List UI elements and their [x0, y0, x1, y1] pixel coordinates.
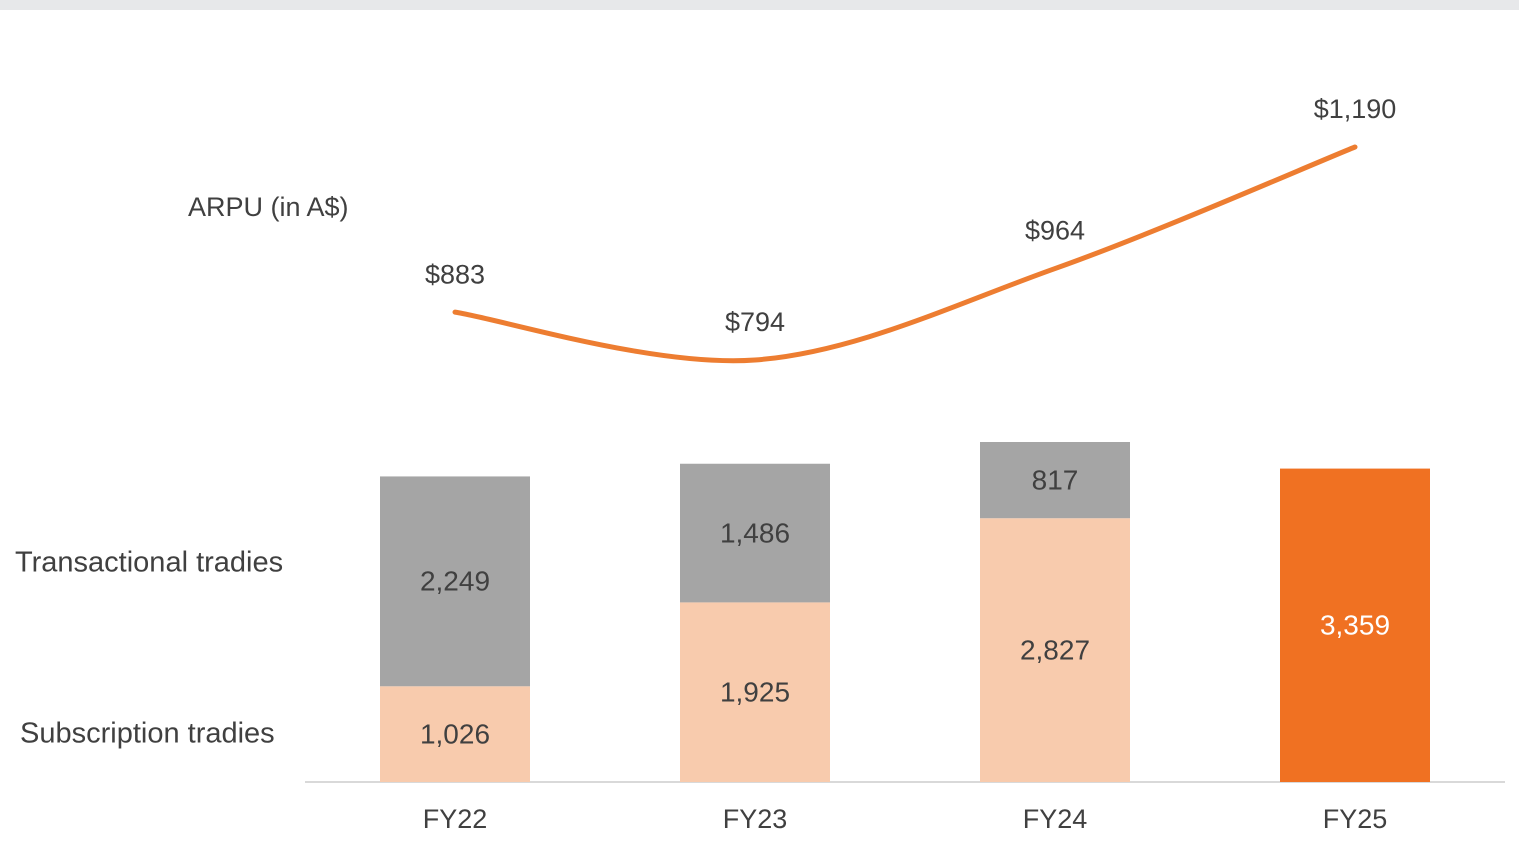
series-label: Transactional tradies	[15, 547, 283, 579]
bar-segment	[380, 686, 530, 782]
x-tick-label: FY24	[1023, 804, 1088, 834]
series-label: Subscription tradies	[20, 718, 275, 750]
bar-segment	[980, 518, 1130, 782]
x-tick-label: FY23	[723, 804, 788, 834]
line-label: ARPU (in A$)	[188, 192, 349, 222]
top-band	[0, 0, 1519, 10]
bar-value-label: 2,249	[420, 566, 490, 597]
bar-value-label: 1,925	[720, 677, 790, 708]
line-value-label: $964	[1025, 216, 1085, 246]
line-value-label: $794	[725, 307, 785, 337]
bar-segment	[1280, 468, 1430, 782]
bar-segment	[680, 602, 830, 782]
bar-segment	[380, 476, 530, 687]
bar-value-label: 817	[1032, 465, 1079, 496]
line-value-label: $883	[425, 259, 485, 289]
bar-value-label: 1,026	[420, 719, 490, 750]
bar-value-label: 3,359	[1320, 610, 1390, 641]
bar-value-label: 1,486	[720, 517, 790, 548]
x-tick-label: FY25	[1323, 804, 1388, 834]
x-tick-label: FY22	[423, 804, 488, 834]
bar-segment	[980, 442, 1130, 519]
bar-segment	[680, 463, 830, 603]
line-value-label: $1,190	[1314, 94, 1397, 124]
arpu-line	[452, 144, 1358, 364]
bar-value-label: 2,827	[1020, 635, 1090, 666]
